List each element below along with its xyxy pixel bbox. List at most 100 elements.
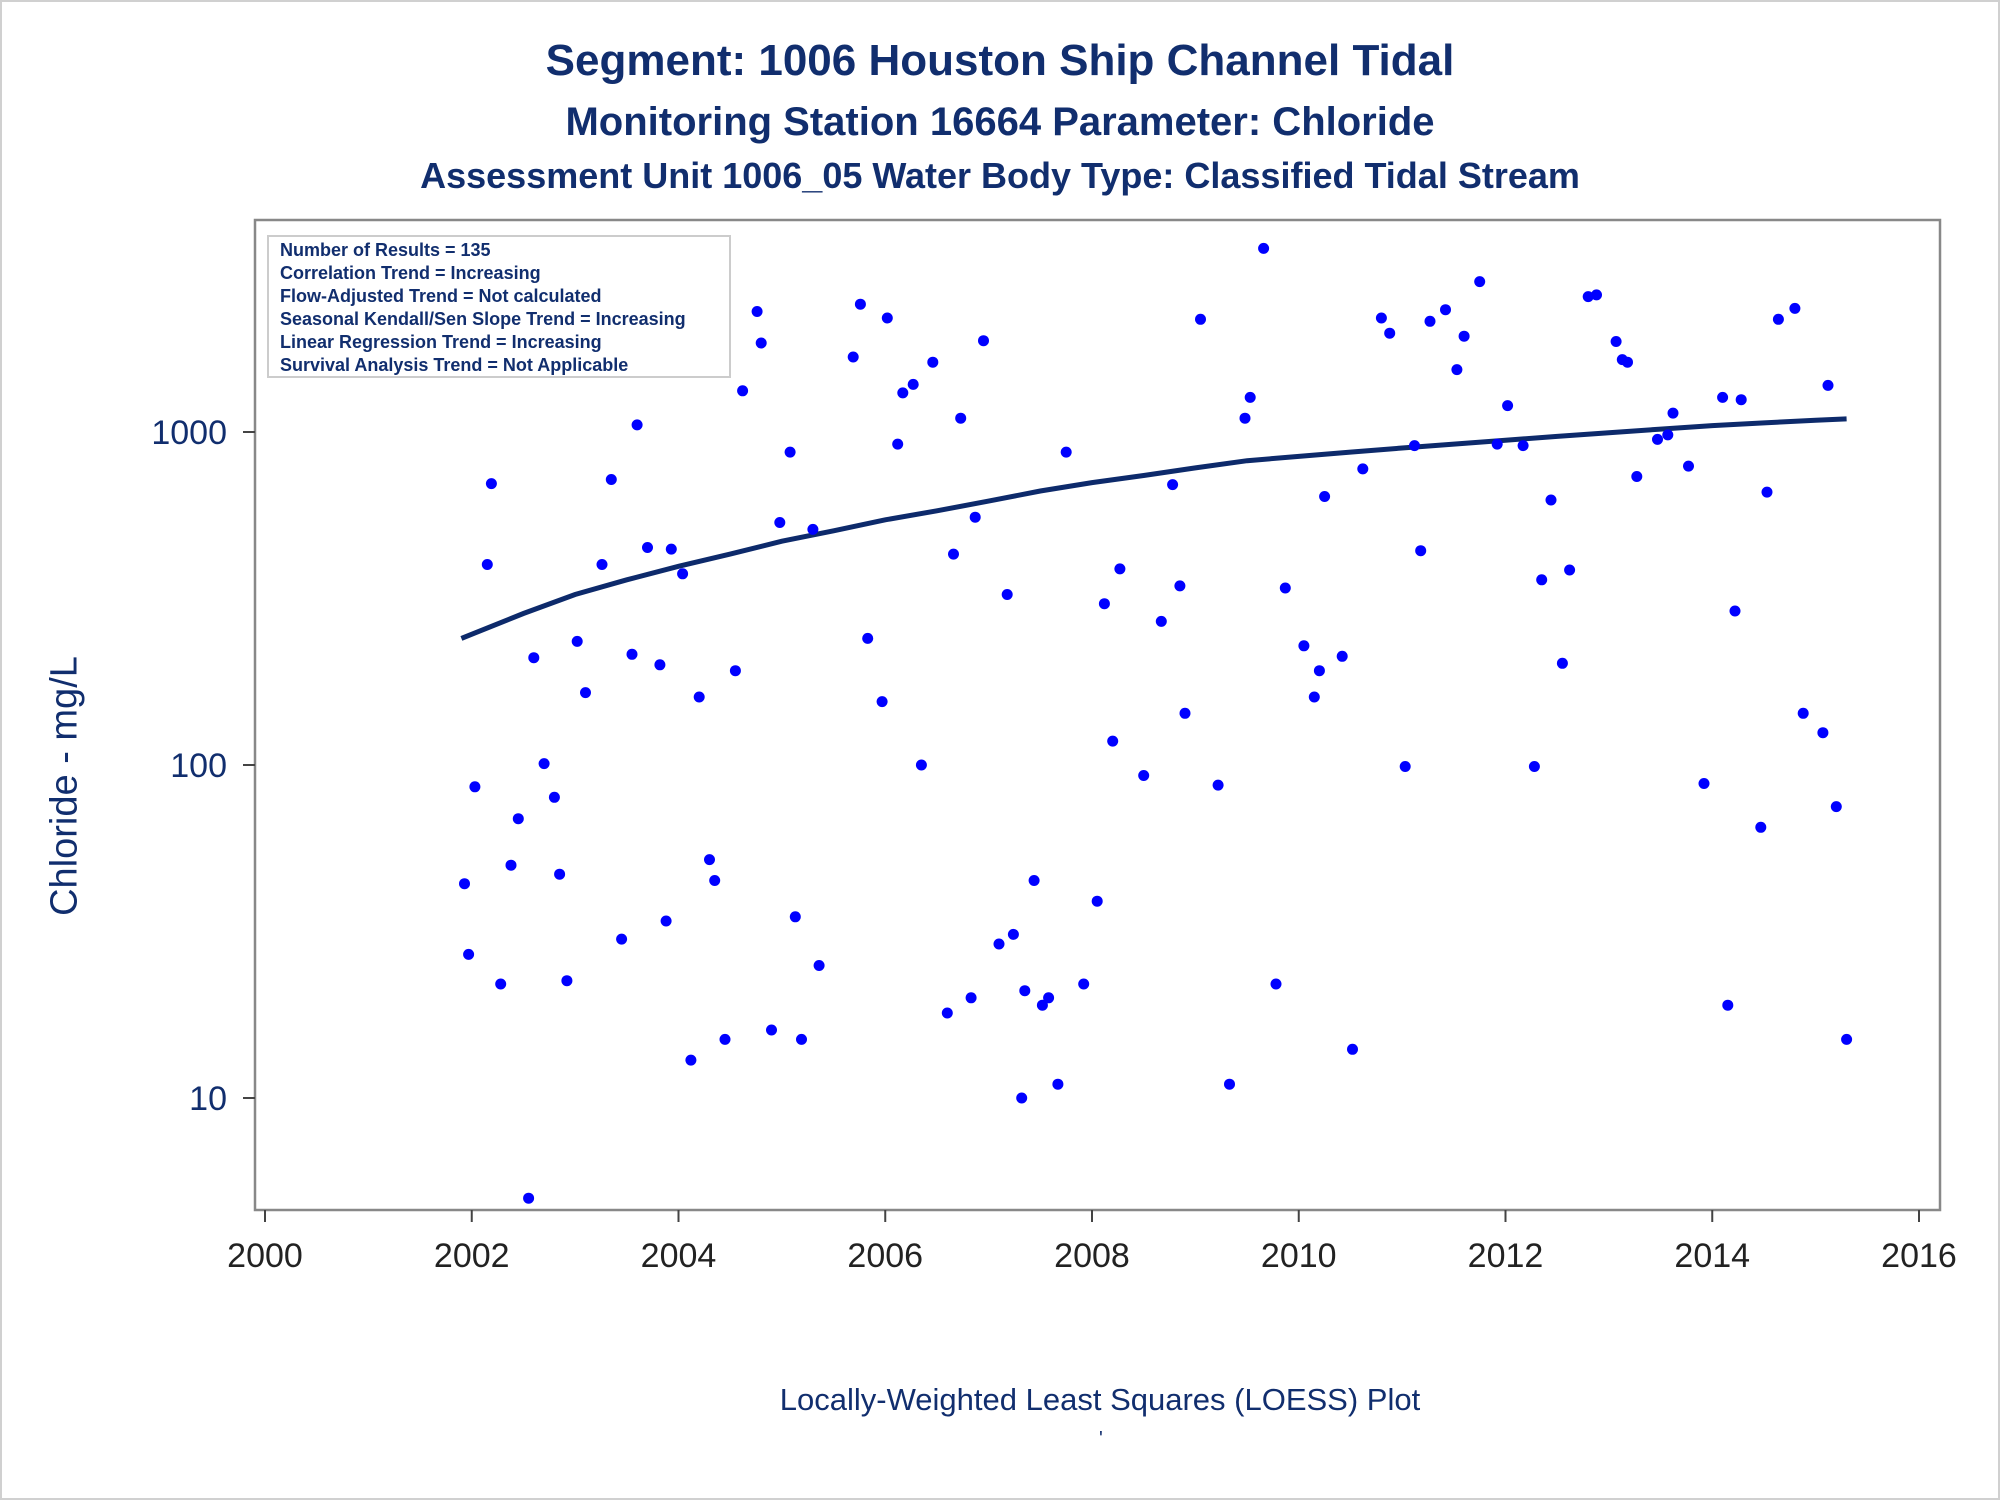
data-point [561, 975, 573, 987]
data-point [616, 933, 628, 945]
data-point [1622, 356, 1633, 368]
data-point [528, 652, 540, 664]
data-point [737, 385, 749, 397]
data-point [1174, 580, 1186, 592]
data-point [548, 791, 560, 803]
data-point [459, 878, 470, 890]
data-point [1582, 291, 1594, 303]
data-point [1043, 992, 1055, 1004]
data-point [1631, 471, 1643, 482]
data-point [784, 446, 796, 458]
legend-line: Number of Results = 135 [280, 240, 491, 260]
data-point [495, 978, 507, 990]
data-point [1107, 735, 1119, 747]
data-point [1409, 440, 1420, 452]
plot-area-border [253, 218, 1942, 1212]
data-point [1308, 691, 1320, 703]
data-point [463, 948, 475, 960]
data-point [993, 938, 1005, 950]
data-point [1528, 761, 1540, 772]
data-point [813, 960, 825, 971]
legend-line: Seasonal Kendall/Sen Slope Trend = Incre… [280, 309, 686, 329]
y-tick-label: 100 [170, 747, 227, 785]
data-point [1279, 582, 1291, 594]
data-point [1830, 801, 1842, 813]
data-point [1028, 875, 1040, 886]
data-point [660, 915, 672, 927]
data-point [642, 542, 653, 553]
data-point [554, 868, 566, 880]
data-point [1244, 391, 1256, 403]
legend-line: Correlation Trend = Increasing [280, 263, 541, 283]
data-point [892, 438, 904, 450]
data-point [571, 635, 583, 647]
data-point [755, 337, 767, 349]
x-tick-label: 2006 [847, 1237, 923, 1275]
data-point [1007, 928, 1019, 940]
data-point [1319, 491, 1331, 502]
data-point [677, 568, 689, 580]
data-point [927, 356, 939, 368]
data-point [1451, 364, 1463, 376]
data-point [709, 875, 721, 886]
data-point [1662, 429, 1674, 441]
data-point [512, 813, 524, 825]
data-point [1564, 564, 1576, 576]
data-point [1298, 640, 1310, 652]
data-point [969, 511, 981, 523]
data-point [1415, 545, 1427, 557]
data-point [665, 543, 677, 555]
loess-trend-line [460, 416, 1847, 641]
data-point [1060, 446, 1072, 458]
data-point [1239, 412, 1251, 424]
data-point [1474, 276, 1486, 288]
data-point [605, 474, 617, 485]
y-axis: 10 100 1000 [151, 414, 255, 1118]
data-points [459, 242, 1853, 1204]
data-point [1167, 479, 1179, 491]
data-point [485, 478, 497, 490]
data-point [1610, 336, 1622, 347]
data-point [596, 559, 608, 570]
chart-footnote: Locally-Weighted Least Squares (LOESS) P… [779, 1382, 1421, 1417]
data-point [654, 659, 666, 671]
data-point [1789, 302, 1801, 314]
data-point [876, 696, 888, 708]
data-point [1001, 589, 1013, 600]
data-point [1016, 1092, 1028, 1104]
data-point [1195, 313, 1206, 325]
data-point [1212, 779, 1224, 791]
data-point [1224, 1078, 1235, 1090]
data-point [1652, 433, 1663, 445]
data-point [1717, 391, 1729, 403]
data-point [1761, 486, 1773, 498]
data-point [1399, 761, 1411, 772]
data-point [1138, 770, 1150, 781]
data-point [1722, 999, 1734, 1011]
data-point [505, 859, 517, 871]
data-point [847, 351, 859, 363]
data-point [941, 1007, 953, 1019]
data-point [1078, 978, 1090, 990]
data-point [1822, 379, 1834, 391]
legend-line: Survival Analysis Trend = Not Applicable [280, 355, 628, 375]
legend-line: Flow-Adjusted Trend = Not calculated [280, 286, 602, 306]
data-point [1797, 707, 1809, 719]
data-point [1458, 330, 1470, 342]
data-point [1545, 494, 1557, 506]
data-point [1729, 605, 1741, 617]
chart-subtitle-2: Assessment Unit 1006_05 Water Body Type:… [420, 155, 1580, 196]
data-point [719, 1033, 731, 1045]
x-tick-label: 2014 [1674, 1237, 1750, 1275]
data-point [1772, 313, 1784, 325]
data-point [1384, 327, 1396, 339]
data-point [1336, 650, 1348, 662]
data-point [580, 687, 591, 699]
data-point [1683, 460, 1694, 472]
data-point [1698, 778, 1710, 789]
data-point [854, 298, 866, 310]
data-point [1347, 1043, 1358, 1055]
data-point [1313, 665, 1325, 677]
data-point [1179, 707, 1191, 719]
data-point [481, 559, 493, 570]
